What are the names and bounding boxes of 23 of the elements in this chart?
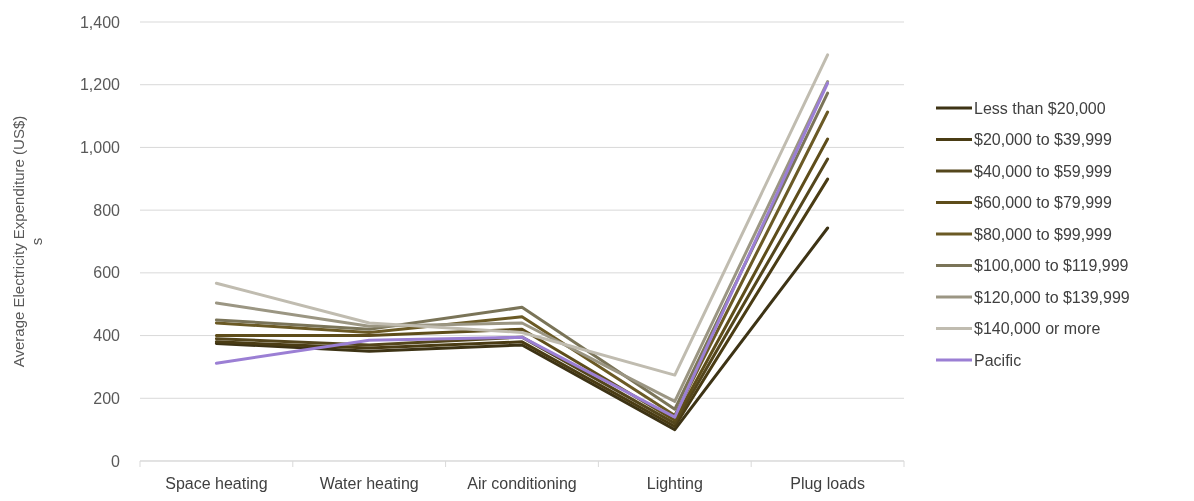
x-tick-label: Lighting [646, 475, 703, 492]
y-tick-label: 400 [93, 327, 121, 345]
y-tick-label: 1,400 [79, 13, 121, 31]
y-tick-label: 200 [93, 389, 121, 407]
x-tick-label: Space heating [165, 475, 268, 492]
legend-label: Pacific [974, 351, 1022, 369]
legend-label: Less than $20,000 [974, 99, 1106, 117]
legend-label: $120,000 to $139,999 [974, 288, 1130, 306]
x-tick-label: Plug loads [790, 475, 865, 492]
legend-label: $40,000 to $59,999 [974, 162, 1113, 180]
y-tick-label: 800 [93, 201, 121, 219]
y-tick-label: 600 [93, 264, 121, 282]
legend-label: $100,000 to $119,999 [974, 257, 1129, 275]
y-tick-label: 1,200 [79, 76, 121, 94]
legend-label: $140,000 or more [974, 320, 1101, 338]
legend-label: $60,000 to $79,999 [974, 194, 1113, 212]
legend-label: $20,000 to $39,999 [974, 131, 1113, 149]
y-tick-label: 1,000 [79, 139, 121, 157]
x-tick-label: Air conditioning [467, 475, 577, 492]
x-tick-label: Water heating [319, 475, 419, 492]
y-tick-label: 0 [111, 452, 121, 470]
y-axis-title: Average Electricity Expenditure (US$) s [10, 115, 45, 368]
legend-label: $80,000 to $99,999 [974, 225, 1113, 243]
